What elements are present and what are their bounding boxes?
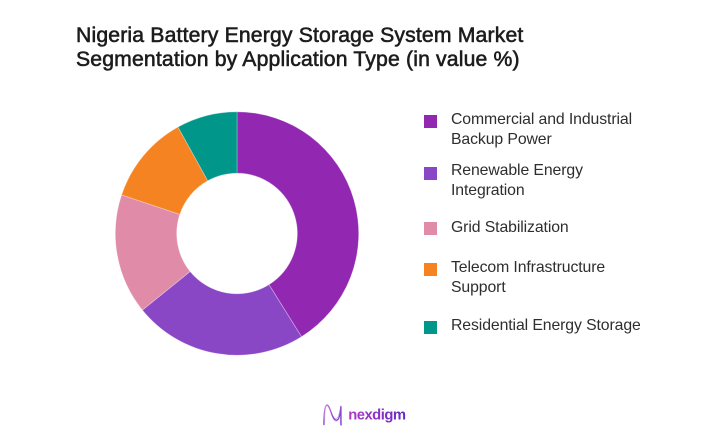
svg-text:nexdigm: nexdigm	[348, 407, 406, 423]
